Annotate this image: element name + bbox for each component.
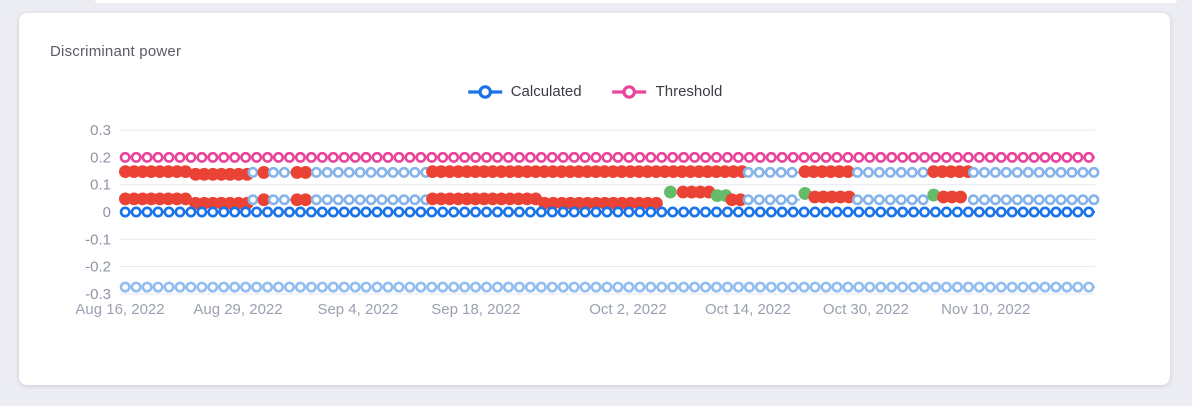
svg-text:0.3: 0.3 [90, 122, 111, 139]
svg-text:Oct 30, 2022: Oct 30, 2022 [823, 301, 909, 318]
svg-text:-0.3: -0.3 [85, 286, 111, 303]
svg-text:0.2: 0.2 [90, 149, 111, 166]
discriminant-power-card: Discriminant power Calculated Threshold … [19, 13, 1170, 385]
svg-text:-0.2: -0.2 [85, 259, 111, 276]
svg-text:0: 0 [103, 204, 111, 221]
svg-text:Aug 29, 2022: Aug 29, 2022 [193, 301, 282, 318]
svg-text:Sep 18, 2022: Sep 18, 2022 [431, 301, 520, 318]
legend-item-threshold[interactable]: Threshold [612, 83, 723, 100]
svg-text:Oct 14, 2022: Oct 14, 2022 [705, 301, 791, 318]
svg-text:0.1: 0.1 [90, 177, 111, 194]
svg-text:Sep 4, 2022: Sep 4, 2022 [317, 301, 398, 318]
legend-label-threshold: Threshold [655, 83, 723, 100]
adjacent-card-edge [95, 0, 1177, 3]
svg-text:Aug 16, 2022: Aug 16, 2022 [75, 301, 164, 318]
calculated-marker-icon [467, 84, 502, 99]
threshold-marker-icon [612, 84, 647, 99]
svg-text:-0.1: -0.1 [85, 231, 111, 248]
svg-text:Oct 2, 2022: Oct 2, 2022 [589, 301, 667, 318]
legend-label-calculated: Calculated [510, 83, 582, 100]
chart-legend: Calculated Threshold [467, 83, 723, 100]
svg-text:Nov 10, 2022: Nov 10, 2022 [941, 301, 1030, 318]
legend-item-calculated[interactable]: Calculated [467, 83, 582, 100]
chart-title: Discriminant power [50, 43, 182, 60]
